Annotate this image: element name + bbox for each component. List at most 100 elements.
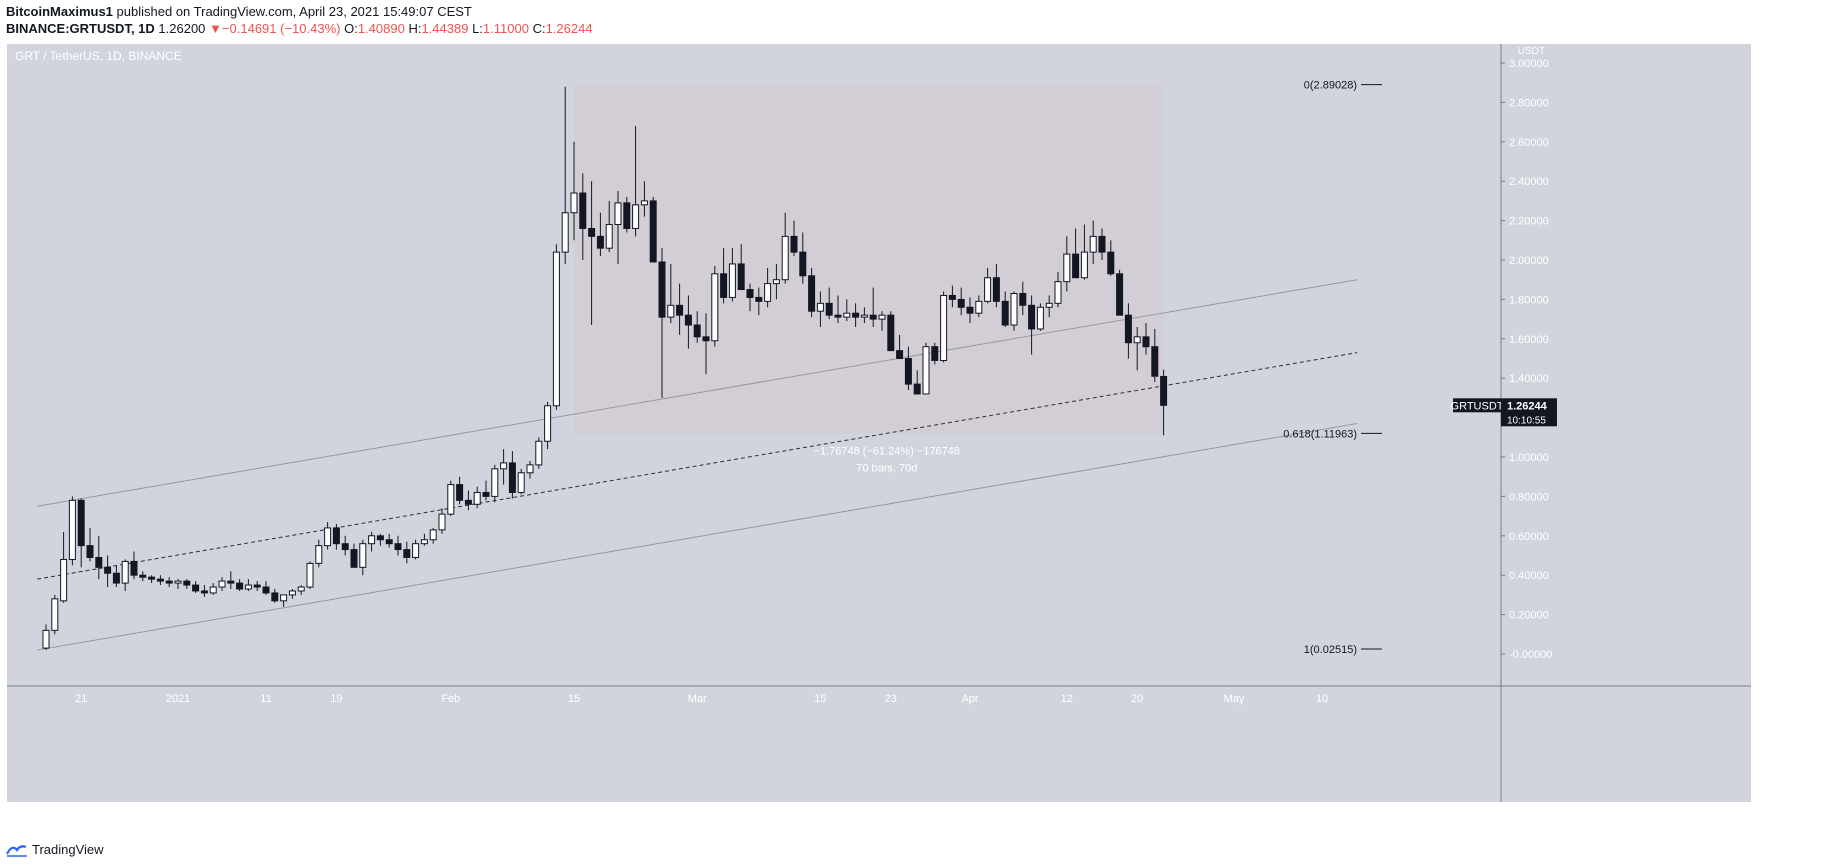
candle[interactable] — [790, 220, 798, 257]
candle[interactable] — [156, 575, 164, 586]
candle[interactable] — [385, 533, 393, 548]
candle[interactable] — [825, 287, 833, 320]
candle[interactable] — [966, 297, 974, 324]
candle[interactable] — [491, 464, 499, 503]
candle[interactable] — [693, 311, 701, 343]
candle[interactable] — [605, 200, 613, 253]
candle[interactable] — [297, 585, 305, 595]
candle[interactable] — [438, 508, 446, 534]
candle[interactable] — [992, 263, 1000, 308]
candle[interactable] — [280, 594, 288, 607]
candle[interactable] — [324, 522, 332, 550]
candle[interactable] — [878, 311, 886, 331]
candle[interactable] — [218, 577, 226, 591]
candle[interactable] — [148, 575, 156, 584]
candle[interactable] — [913, 370, 921, 395]
candle[interactable] — [473, 486, 481, 509]
candle[interactable] — [1036, 303, 1044, 331]
candle[interactable] — [253, 581, 261, 591]
candle[interactable] — [306, 561, 314, 589]
candle[interactable] — [781, 212, 789, 284]
candle[interactable] — [834, 295, 842, 324]
candle[interactable] — [183, 579, 191, 589]
candle[interactable] — [711, 265, 719, 347]
candle[interactable] — [957, 287, 965, 316]
candle[interactable] — [341, 535, 349, 556]
candle[interactable] — [1160, 369, 1168, 436]
candle[interactable] — [482, 480, 490, 501]
candle[interactable] — [552, 244, 560, 410]
candle[interactable] — [447, 480, 455, 517]
candle[interactable] — [456, 476, 464, 505]
candle[interactable] — [86, 527, 94, 562]
candle[interactable] — [658, 248, 666, 398]
candle[interactable] — [940, 291, 948, 363]
candle[interactable] — [772, 263, 780, 300]
candle[interactable] — [464, 490, 472, 511]
channel-line-lower[interactable] — [37, 423, 1358, 651]
candle[interactable] — [262, 581, 270, 595]
candle[interactable] — [403, 541, 411, 564]
candle[interactable] — [869, 287, 877, 327]
candle[interactable] — [1124, 303, 1132, 359]
candle[interactable] — [1019, 281, 1027, 316]
candle[interactable] — [561, 86, 569, 264]
candle[interactable] — [676, 283, 684, 335]
candle[interactable] — [1151, 328, 1159, 383]
candle[interactable] — [68, 496, 76, 566]
candle[interactable] — [200, 585, 208, 597]
channel-line-middle[interactable] — [37, 352, 1358, 580]
candle[interactable] — [896, 334, 904, 359]
price-chart[interactable]: 0(2.89028) 0.618(1.11963) 1(0.02515) USDT3… — [7, 44, 1751, 802]
candle[interactable] — [121, 559, 129, 591]
candle[interactable] — [535, 437, 543, 469]
candle[interactable] — [394, 535, 402, 556]
candle[interactable] — [420, 533, 428, 546]
candle[interactable] — [288, 588, 296, 599]
candle[interactable] — [843, 299, 851, 322]
candle[interactable] — [1010, 291, 1018, 331]
candle[interactable] — [104, 555, 112, 588]
candle[interactable] — [368, 531, 376, 552]
candle[interactable] — [931, 342, 939, 365]
candle[interactable] — [51, 594, 59, 635]
candle[interactable] — [192, 581, 200, 593]
candle[interactable] — [60, 531, 68, 603]
candle[interactable] — [720, 248, 728, 304]
candle[interactable] — [852, 303, 860, 327]
candle[interactable] — [508, 451, 516, 499]
candle[interactable] — [1001, 291, 1009, 327]
candle[interactable] — [77, 498, 85, 568]
candle[interactable] — [799, 232, 807, 284]
footer-brand[interactable]: TradingView — [32, 842, 104, 857]
candle[interactable] — [1063, 236, 1071, 292]
candle[interactable] — [1080, 224, 1088, 280]
candle[interactable] — [429, 527, 437, 544]
last-price-tag[interactable]: GRTUSDT 1.26244 10:10:55 — [1451, 398, 1557, 427]
candle[interactable] — [808, 267, 816, 318]
candle[interactable] — [984, 267, 992, 304]
candle[interactable] — [544, 401, 552, 450]
candle[interactable] — [1142, 323, 1150, 355]
candle[interactable] — [816, 291, 824, 327]
candle[interactable] — [209, 583, 217, 595]
candle[interactable] — [350, 543, 358, 568]
candle[interactable] — [1072, 228, 1080, 279]
candle[interactable] — [623, 196, 631, 233]
candle[interactable] — [922, 342, 930, 395]
candle[interactable] — [764, 267, 772, 308]
candle[interactable] — [227, 571, 235, 589]
candle[interactable] — [614, 191, 622, 264]
candle[interactable] — [1028, 295, 1036, 355]
author[interactable]: BitcoinMaximus1 — [6, 4, 113, 19]
candle[interactable] — [315, 539, 323, 568]
candle[interactable] — [579, 173, 587, 260]
candle[interactable] — [904, 346, 912, 391]
candle[interactable] — [948, 285, 956, 308]
candle[interactable] — [139, 571, 147, 582]
candle[interactable] — [95, 535, 103, 580]
candle[interactable] — [130, 551, 138, 580]
candle[interactable] — [684, 295, 692, 349]
candle[interactable] — [500, 449, 508, 485]
candle[interactable] — [667, 263, 675, 324]
